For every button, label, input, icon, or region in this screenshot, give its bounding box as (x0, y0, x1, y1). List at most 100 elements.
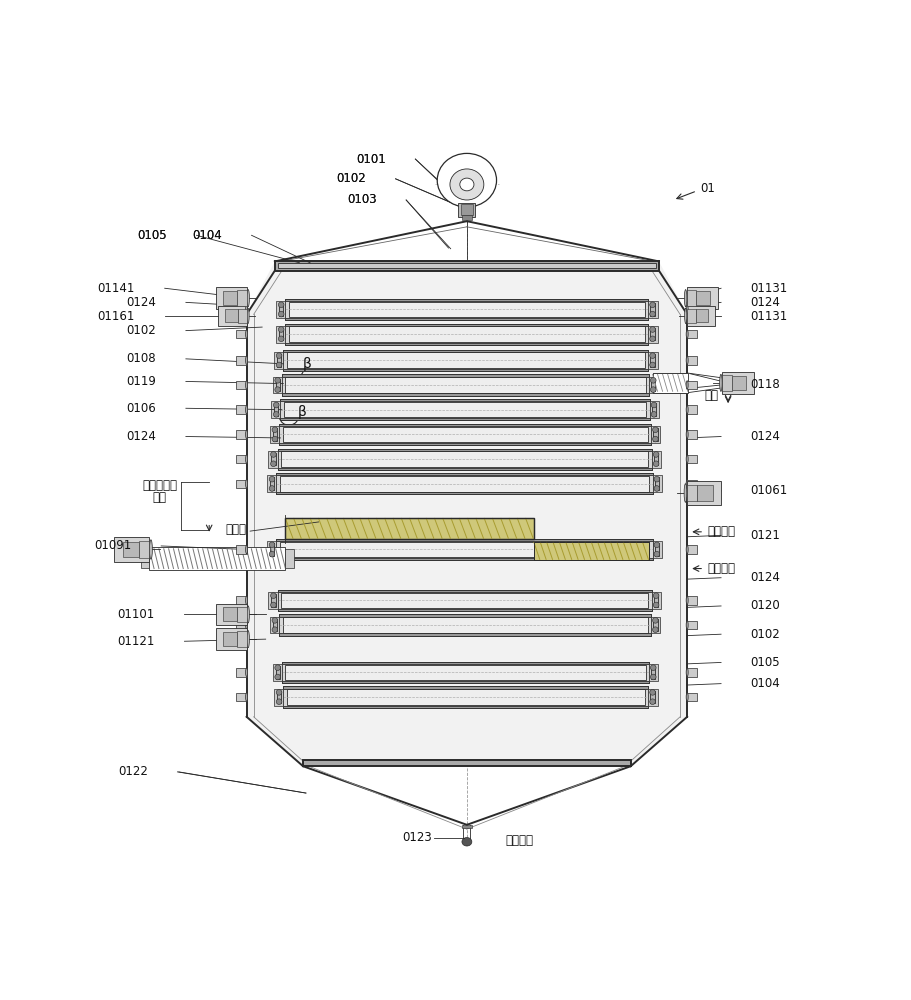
Bar (687, 356, 697, 365)
Ellipse shape (652, 618, 659, 623)
Ellipse shape (686, 668, 688, 677)
Bar (216, 628, 247, 650)
Bar (687, 306, 715, 326)
Ellipse shape (246, 405, 248, 414)
Bar (458, 203, 476, 217)
Bar (285, 549, 294, 568)
Bar (237, 545, 247, 554)
Bar (687, 309, 696, 323)
Bar (271, 453, 275, 465)
Text: β: β (297, 405, 306, 419)
Text: 0104: 0104 (192, 229, 222, 242)
Bar (285, 518, 534, 539)
Bar (722, 375, 732, 391)
Ellipse shape (273, 402, 279, 408)
Bar (687, 455, 697, 463)
Ellipse shape (650, 311, 655, 317)
Bar (270, 617, 279, 633)
Bar (652, 541, 661, 558)
Ellipse shape (276, 690, 281, 695)
Bar (650, 691, 655, 703)
Bar (687, 480, 697, 488)
Bar (284, 402, 646, 417)
Ellipse shape (247, 290, 250, 307)
Ellipse shape (247, 606, 250, 623)
Bar (237, 668, 247, 677)
Ellipse shape (650, 690, 655, 695)
Ellipse shape (246, 621, 248, 629)
Text: 0124: 0124 (751, 430, 781, 443)
Bar (276, 301, 285, 318)
Bar (237, 596, 247, 605)
Text: 排料: 排料 (705, 389, 719, 402)
Bar (238, 309, 247, 323)
Ellipse shape (246, 545, 248, 554)
Ellipse shape (247, 308, 249, 324)
Ellipse shape (651, 412, 657, 417)
Text: 0105: 0105 (138, 229, 167, 242)
Ellipse shape (272, 436, 278, 442)
Text: 01161: 01161 (97, 310, 135, 323)
Bar (285, 318, 649, 320)
Text: 循环料液: 循环料液 (707, 525, 735, 538)
Text: 观察口: 观察口 (226, 523, 247, 536)
Bar (285, 665, 646, 680)
Bar (219, 306, 247, 326)
Ellipse shape (272, 427, 278, 433)
Text: 0102: 0102 (336, 172, 366, 185)
Ellipse shape (246, 596, 248, 605)
Ellipse shape (650, 699, 655, 705)
Bar (275, 261, 659, 271)
Ellipse shape (654, 476, 660, 482)
Bar (650, 303, 655, 316)
Bar (649, 689, 658, 706)
Ellipse shape (271, 602, 276, 608)
Bar (278, 263, 656, 268)
Bar (279, 303, 283, 316)
Bar (274, 689, 283, 706)
Ellipse shape (650, 387, 656, 392)
Bar (687, 668, 697, 677)
Ellipse shape (650, 362, 655, 368)
Bar (285, 324, 649, 326)
Bar (237, 693, 247, 701)
Ellipse shape (686, 356, 688, 365)
Bar (651, 426, 660, 443)
Text: 原料: 原料 (153, 491, 167, 504)
Ellipse shape (271, 452, 276, 457)
Bar (270, 426, 279, 443)
Text: 01101: 01101 (118, 608, 155, 621)
Bar (687, 545, 697, 554)
Bar (280, 476, 649, 492)
Ellipse shape (720, 374, 722, 391)
Bar (138, 541, 149, 558)
Text: 0106: 0106 (127, 402, 157, 415)
Text: 0102: 0102 (751, 628, 781, 641)
Bar (279, 328, 283, 340)
Bar (114, 537, 149, 562)
Bar (279, 424, 651, 445)
Ellipse shape (272, 618, 278, 623)
Ellipse shape (149, 540, 152, 559)
Text: 0105: 0105 (138, 229, 167, 242)
Bar (687, 596, 697, 605)
Bar (283, 350, 649, 371)
Bar (280, 542, 649, 557)
Bar (278, 609, 652, 611)
Bar (696, 309, 709, 322)
Text: 0102: 0102 (336, 172, 366, 185)
Text: 0124: 0124 (751, 296, 781, 309)
Bar (649, 301, 658, 318)
Bar (650, 401, 659, 418)
Bar (278, 449, 652, 470)
Text: 0101: 0101 (356, 153, 385, 166)
Ellipse shape (462, 838, 472, 846)
Bar (283, 686, 649, 708)
Bar (279, 614, 651, 636)
Bar (287, 352, 645, 368)
Bar (281, 399, 650, 420)
Ellipse shape (275, 377, 281, 383)
Bar (275, 379, 280, 391)
Bar (722, 372, 753, 394)
Bar (649, 352, 658, 369)
